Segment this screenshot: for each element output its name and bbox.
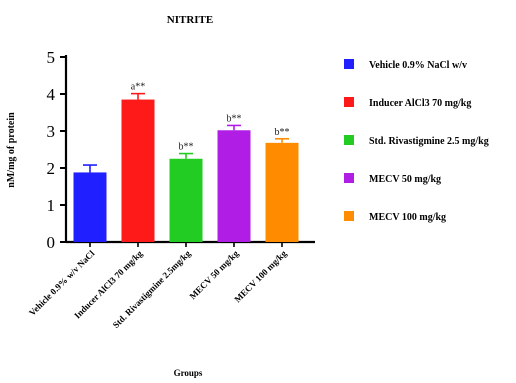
legend-label: Inducer AlCl3 70 mg/kg	[369, 98, 471, 109]
bar	[121, 99, 155, 242]
bar	[169, 158, 203, 242]
x-tick-label: Std. Rivastigmine 2.5mg/kg	[111, 248, 193, 330]
legend-swatch	[344, 97, 354, 107]
x-axis-label: Groups	[174, 368, 203, 378]
legend-swatch	[344, 173, 354, 183]
bar	[73, 172, 107, 242]
significance-label: b**	[275, 127, 290, 138]
y-tick-label: 5	[47, 48, 56, 67]
x-tick-label: MECV 50 mg/kg	[187, 248, 240, 301]
bar	[217, 130, 251, 242]
legend-swatch	[344, 59, 354, 69]
legend-label: Std. Rivastigmine 2.5 mg/kg	[369, 136, 489, 147]
legend-label: MECV 100 mg/kg	[369, 212, 446, 223]
x-tick-label: MECV 100 mg/kg	[232, 248, 288, 304]
legend-swatch	[344, 211, 354, 221]
legend-swatch	[344, 135, 354, 145]
significance-label: b**	[227, 113, 242, 124]
y-tick-label: 4	[47, 85, 56, 104]
significance-label: b**	[179, 142, 194, 153]
significance-label: a**	[131, 82, 145, 93]
y-tick-label: 1	[47, 196, 56, 215]
legend-label: MECV 50 mg/kg	[369, 174, 441, 185]
legend-label: Vehicle 0.9% NaCl w/v	[369, 60, 467, 71]
y-tick-label: 2	[47, 159, 56, 178]
legend: Vehicle 0.9% NaCl w/v Inducer AlCl3 70 mg…	[344, 59, 489, 223]
y-tick-label: 3	[47, 122, 56, 141]
chart-title: NITRITE	[167, 14, 213, 26]
y-tick-label: 0	[47, 233, 56, 252]
y-axis-label: nM/mg of protein	[6, 112, 17, 188]
bar	[265, 142, 299, 242]
